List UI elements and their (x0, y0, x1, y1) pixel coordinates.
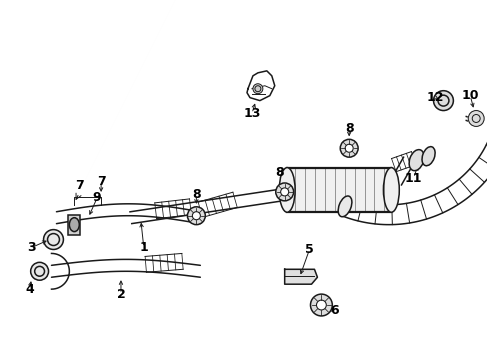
Circle shape (280, 188, 288, 196)
Circle shape (345, 144, 352, 152)
Text: 4: 4 (25, 283, 34, 296)
Text: 5: 5 (305, 243, 313, 256)
Circle shape (43, 230, 63, 249)
Ellipse shape (408, 150, 423, 171)
Text: 11: 11 (404, 171, 422, 185)
Circle shape (252, 84, 263, 94)
Circle shape (340, 139, 357, 157)
Ellipse shape (421, 147, 434, 166)
Ellipse shape (338, 196, 351, 217)
Circle shape (187, 207, 205, 225)
Circle shape (192, 212, 200, 220)
Bar (286, 168, 390, 212)
Text: 13: 13 (243, 107, 260, 120)
Bar (68, 215, 80, 235)
Text: 9: 9 (93, 192, 101, 204)
Circle shape (316, 300, 325, 310)
Ellipse shape (383, 168, 399, 212)
Text: 2: 2 (116, 288, 125, 301)
Circle shape (31, 262, 48, 280)
Text: 8: 8 (275, 166, 284, 179)
Text: 7: 7 (97, 175, 105, 189)
Ellipse shape (279, 168, 294, 212)
Polygon shape (246, 71, 274, 100)
Circle shape (433, 91, 452, 111)
Circle shape (310, 294, 332, 316)
Text: 10: 10 (461, 89, 478, 102)
Text: 8: 8 (192, 188, 200, 201)
Circle shape (468, 111, 483, 126)
Circle shape (275, 183, 293, 201)
Polygon shape (284, 269, 317, 284)
Ellipse shape (69, 218, 79, 231)
Text: 8: 8 (344, 122, 353, 135)
Text: 12: 12 (426, 91, 444, 104)
Text: 1: 1 (139, 241, 148, 254)
Text: 7: 7 (75, 179, 83, 193)
Text: 6: 6 (329, 305, 338, 318)
Text: 3: 3 (27, 241, 36, 254)
